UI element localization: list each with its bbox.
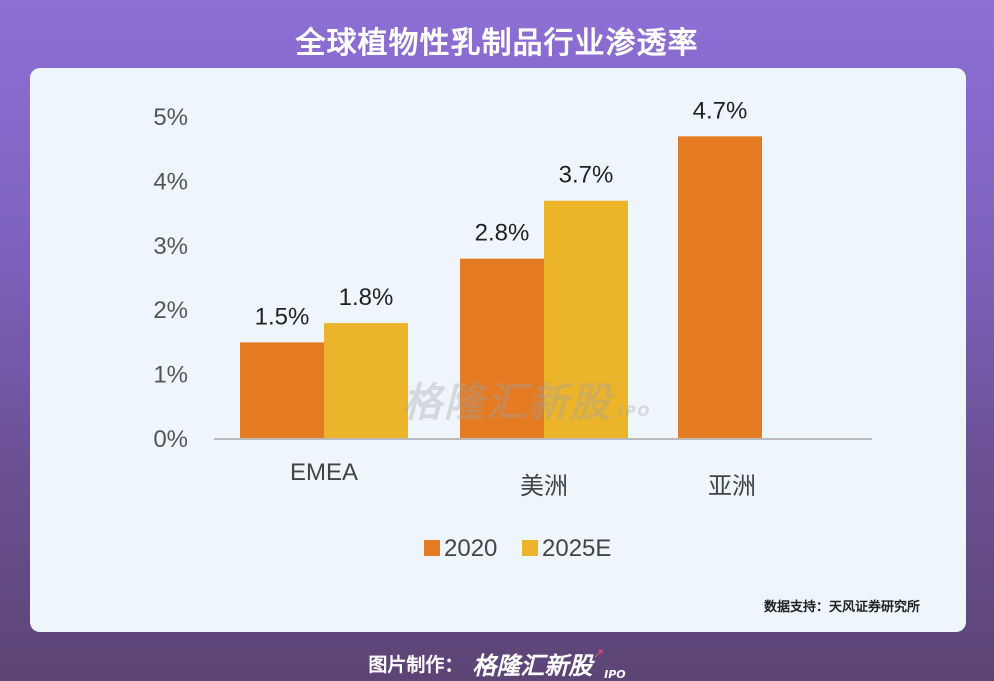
watermark-sub: IPO [618,404,652,420]
brand-sub: IPO [604,668,626,681]
chart-panel: 0% 1% 2% 3% 4% 5% 1.5% 2.8% 4.7% 1.8% 3.7% EMEA 美洲 亚洲… [30,68,966,632]
category-label: 美洲 [520,473,568,500]
bar [240,342,324,439]
data-label: 2.8% [475,220,530,247]
arrow-icon: ↗ [592,646,605,662]
watermark-text: 格隆汇新股 [402,380,612,426]
category-label: EMEA [290,459,358,486]
category-label: 亚洲 [708,473,756,500]
bar-chart: 0% 1% 2% 3% 4% 5% 1.5% 2.8% 4.7% 1.8% 3.7% EMEA 美洲 亚洲… [153,97,872,562]
legend-label: 2020 [444,535,497,562]
bar [678,136,762,439]
chart-title: 全球植物性乳制品行业渗透率 [295,26,699,61]
y-tick-label: 3% [153,233,188,260]
bar [324,323,408,439]
brand-logo: 格隆汇新股 [472,652,593,680]
legend-label: 2025E [542,535,611,562]
y-tick-label: 2% [153,297,188,324]
watermark: 格隆汇新股 IPO [402,370,651,428]
data-label: 1.8% [339,284,394,311]
y-tick-label: 1% [153,362,188,389]
footer-label: 图片制作： [368,654,464,676]
data-label: 3.7% [559,162,614,189]
data-label: 4.7% [693,97,748,124]
bar [460,258,544,439]
source-note: 数据支持：天风证券研究所 [763,600,920,615]
y-tick-label: 0% [153,426,188,453]
y-tick-label: 4% [153,168,188,195]
footer: 图片制作： 格隆汇新股↗ IPO [0,646,994,681]
bar [544,200,628,439]
legend-swatch [522,540,538,556]
legend-swatch [424,540,440,556]
y-tick-label: 5% [153,104,188,131]
data-label: 1.5% [255,303,310,330]
